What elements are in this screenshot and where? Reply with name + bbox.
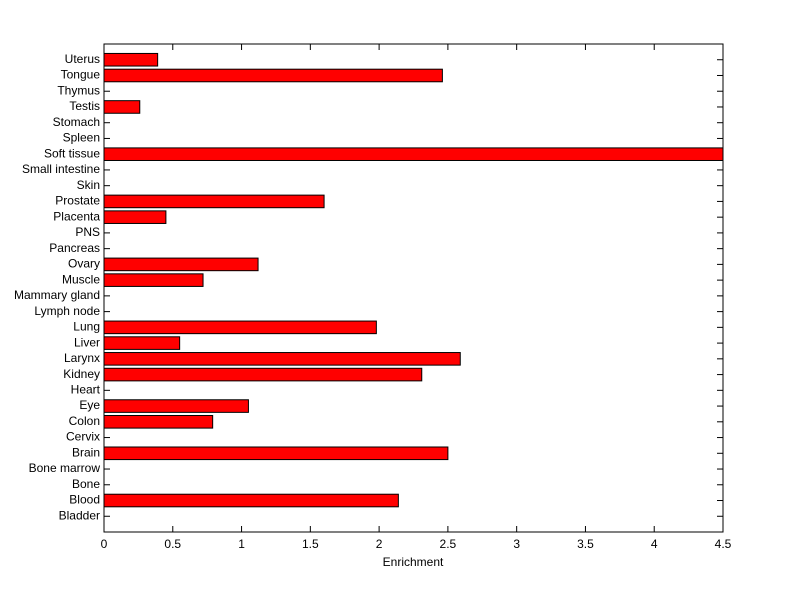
bar <box>103 68 443 83</box>
bar <box>103 336 181 350</box>
y-tick-label: Heart <box>71 382 101 396</box>
x-tick-label: 1 <box>238 537 245 551</box>
y-tick-label: Bone marrow <box>29 461 101 475</box>
x-tick-label: 4 <box>651 537 658 551</box>
bar <box>103 52 159 67</box>
y-tick-label: Bone <box>72 477 100 491</box>
bar <box>103 257 259 272</box>
bar <box>103 399 249 413</box>
bar <box>103 493 399 508</box>
bar <box>103 100 141 114</box>
y-tick-label: PNS <box>75 225 100 239</box>
bar <box>103 210 167 224</box>
y-tick-label: Kidney <box>63 367 100 381</box>
y-tick-label: Thymus <box>57 83 100 97</box>
x-tick-label: 2 <box>376 537 383 551</box>
y-tick-label: Liver <box>74 335 100 349</box>
y-tick-label: Testis <box>69 99 100 113</box>
x-tick-label: 0.5 <box>164 537 181 551</box>
x-tick-label: 3 <box>513 537 520 551</box>
bar <box>103 352 461 366</box>
bar <box>103 367 423 382</box>
y-tick-label: Small intestine <box>22 162 100 176</box>
y-tick-label: Bladder <box>59 508 100 522</box>
y-tick-label: Blood <box>69 493 100 507</box>
y-tick-label: Spleen <box>63 131 100 145</box>
y-tick-label: Larynx <box>64 351 100 365</box>
y-tick-label: Uterus <box>65 52 100 66</box>
y-tick-label: Brain <box>72 445 100 459</box>
y-tick-label: Lung <box>73 320 100 334</box>
y-tick-label: Pancreas <box>49 241 100 255</box>
x-tick-label: 4.5 <box>715 537 732 551</box>
y-tick-label: Skin <box>77 178 100 192</box>
bar <box>103 446 449 461</box>
bar <box>103 147 724 161</box>
bar <box>103 273 204 287</box>
y-tick-label: Tongue <box>61 68 101 82</box>
y-tick-label: Muscle <box>62 272 100 286</box>
bar <box>103 194 325 209</box>
y-tick-label: Mammary gland <box>14 288 100 302</box>
x-axis-label: Enrichment <box>383 555 444 569</box>
y-tick-label: Cervix <box>66 430 100 444</box>
y-tick-label: Ovary <box>68 257 100 271</box>
y-tick-label: Eye <box>79 398 100 412</box>
y-tick-label: Soft tissue <box>44 146 100 160</box>
x-tick-label: 1.5 <box>302 537 319 551</box>
x-tick-label: 2.5 <box>440 537 457 551</box>
bar <box>103 415 214 429</box>
y-tick-label: Stomach <box>53 115 100 129</box>
y-tick-label: Placenta <box>53 209 100 223</box>
x-tick-label: 0 <box>101 537 108 551</box>
y-tick-label: Colon <box>69 414 100 428</box>
y-tick-label: Prostate <box>55 194 100 208</box>
x-tick-label: 3.5 <box>577 537 594 551</box>
bar <box>103 320 377 335</box>
y-tick-label: Lymph node <box>34 304 100 318</box>
